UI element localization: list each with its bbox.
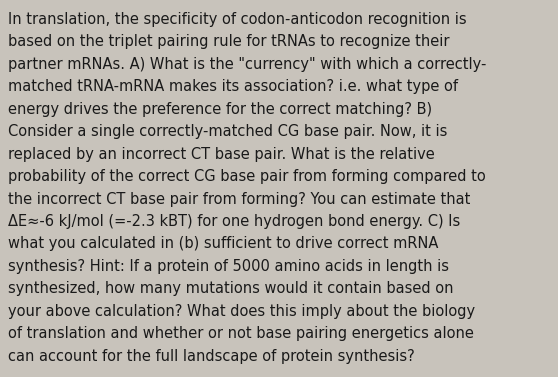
Text: of translation and whether or not base pairing energetics alone: of translation and whether or not base p… <box>8 326 474 341</box>
Text: your above calculation? What does this imply about the biology: your above calculation? What does this i… <box>8 304 475 319</box>
Text: Consider a single correctly-matched CG base pair. Now, it is: Consider a single correctly-matched CG b… <box>8 124 447 139</box>
Text: probability of the correct CG base pair from forming compared to: probability of the correct CG base pair … <box>8 169 485 184</box>
Text: what you calculated in (b) sufficient to drive correct mRNA: what you calculated in (b) sufficient to… <box>8 236 438 251</box>
Text: replaced by an incorrect CT base pair. What is the relative: replaced by an incorrect CT base pair. W… <box>8 147 435 162</box>
Text: In translation, the specificity of codon-anticodon recognition is: In translation, the specificity of codon… <box>8 12 466 27</box>
Text: can account for the full landscape of protein synthesis?: can account for the full landscape of pr… <box>8 348 415 363</box>
Text: partner mRNAs. A) What is the "currency" with which a correctly-: partner mRNAs. A) What is the "currency"… <box>8 57 486 72</box>
Text: synthesis? Hint: If a protein of 5000 amino acids in length is: synthesis? Hint: If a protein of 5000 am… <box>8 259 449 274</box>
Text: energy drives the preference for the correct matching? B): energy drives the preference for the cor… <box>8 102 432 117</box>
Text: the incorrect CT base pair from forming? You can estimate that: the incorrect CT base pair from forming?… <box>8 192 470 207</box>
Text: based on the triplet pairing rule for tRNAs to recognize their: based on the triplet pairing rule for tR… <box>8 35 449 49</box>
Text: matched tRNA-mRNA makes its association? i.e. what type of: matched tRNA-mRNA makes its association?… <box>8 80 458 94</box>
Text: synthesized, how many mutations would it contain based on: synthesized, how many mutations would it… <box>8 281 453 296</box>
Text: ΔE≈-6 kJ/mol (=-2.3 kBT) for one hydrogen bond energy. C) Is: ΔE≈-6 kJ/mol (=-2.3 kBT) for one hydroge… <box>8 214 460 229</box>
